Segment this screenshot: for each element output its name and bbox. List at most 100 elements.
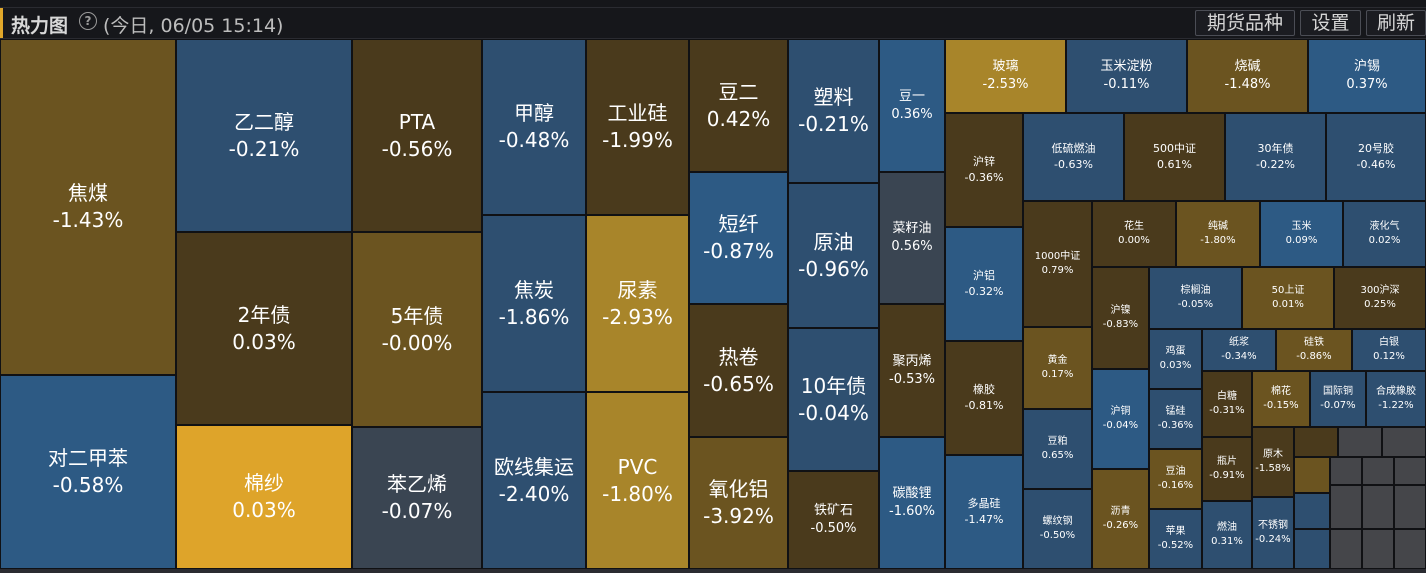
heatmap-tile[interactable]: 碳酸锂 -1.60% xyxy=(879,437,945,569)
tile-change-percent: 0.12% xyxy=(1373,351,1405,362)
unlabeled-heatmap-tile[interactable] xyxy=(1362,485,1394,529)
refresh-button[interactable]: 刷新 xyxy=(1366,10,1426,36)
unlabeled-heatmap-tile[interactable] xyxy=(1330,529,1362,569)
heatmap-tile[interactable]: 欧线集运 -2.40% xyxy=(482,392,586,569)
heatmap-tile[interactable]: 低硫燃油 -0.63% xyxy=(1023,113,1124,201)
tile-name: 对二甲苯 xyxy=(48,446,128,470)
heatmap-tile[interactable]: 玉米淀粉 -0.11% xyxy=(1066,39,1187,113)
heatmap-tile[interactable]: 原油 -0.96% xyxy=(788,183,879,328)
heatmap-tile[interactable]: 沪锌 -0.36% xyxy=(945,113,1023,227)
unlabeled-heatmap-tile[interactable] xyxy=(1330,457,1362,485)
tile-name: 黄金 xyxy=(1047,355,1068,366)
tile-change-percent: -0.16% xyxy=(1157,480,1194,491)
heatmap-tile[interactable]: 沪镍 -0.83% xyxy=(1092,267,1149,369)
unlabeled-heatmap-tile[interactable] xyxy=(1294,457,1330,493)
heatmap-tile[interactable]: 鸡蛋 0.03% xyxy=(1149,329,1202,389)
heatmap-tile[interactable]: PTA -0.56% xyxy=(352,39,482,232)
unlabeled-heatmap-tile[interactable] xyxy=(1294,427,1338,457)
heatmap-tile[interactable]: 氧化铝 -3.92% xyxy=(689,437,788,569)
heatmap-tile[interactable]: 500中证 0.61% xyxy=(1124,113,1225,201)
heatmap-tile[interactable]: 锰硅 -0.36% xyxy=(1149,389,1202,449)
unlabeled-heatmap-tile[interactable] xyxy=(1294,493,1330,529)
heatmap-tile[interactable]: 烧碱 -1.48% xyxy=(1187,39,1308,113)
heatmap-tile[interactable]: 豆二 0.42% xyxy=(689,39,788,172)
heatmap-tile[interactable]: 热卷 -0.65% xyxy=(689,304,788,437)
heatmap-tile[interactable]: 对二甲苯 -0.58% xyxy=(0,375,176,569)
tile-name: 花生 xyxy=(1124,221,1144,232)
heatmap-tile[interactable]: 沥青 -0.26% xyxy=(1092,469,1149,569)
heatmap-tile[interactable]: 多晶硅 -1.47% xyxy=(945,455,1023,569)
heatmap-tile[interactable]: 尿素 -2.93% xyxy=(586,215,689,392)
heatmap-tile[interactable]: 液化气 0.02% xyxy=(1343,201,1426,267)
tile-name: 燃油 xyxy=(1217,522,1237,533)
heatmap-tile[interactable]: 沪铜 -0.04% xyxy=(1092,369,1149,469)
heatmap-tile[interactable]: 工业硅 -1.99% xyxy=(586,39,689,215)
heatmap-tile[interactable]: 橡胶 -0.81% xyxy=(945,341,1023,455)
heatmap-tile[interactable]: 焦炭 -1.86% xyxy=(482,215,586,392)
futures-varieties-button[interactable]: 期货品种 xyxy=(1195,10,1295,36)
heatmap-tile[interactable]: 塑料 -0.21% xyxy=(788,39,879,183)
heatmap-tile[interactable]: 300沪深 0.25% xyxy=(1334,267,1426,329)
heatmap-tile[interactable]: 棉纱 0.03% xyxy=(176,425,352,569)
heatmap-tile[interactable]: 沪锡 0.37% xyxy=(1308,39,1426,113)
heatmap-tile[interactable]: 合成橡胶 -1.22% xyxy=(1366,371,1426,427)
tile-name: 纯碱 xyxy=(1208,221,1228,232)
heatmap-tile[interactable]: 焦煤 -1.43% xyxy=(0,39,176,375)
heatmap-tile[interactable]: 铁矿石 -0.50% xyxy=(788,471,879,569)
heatmap-tile[interactable]: 国际铜 -0.07% xyxy=(1310,371,1366,427)
tile-name: 菜籽油 xyxy=(892,221,932,236)
heatmap-tile[interactable]: 苹果 -0.52% xyxy=(1149,509,1202,569)
heatmap-tile[interactable]: 纯碱 -1.80% xyxy=(1176,201,1260,267)
heatmap-tile[interactable]: 玉米 0.09% xyxy=(1260,201,1343,267)
tile-change-percent: 0.61% xyxy=(1157,158,1192,171)
heatmap-tile[interactable]: 黄金 0.17% xyxy=(1023,327,1092,409)
heatmap-tile[interactable]: 豆一 0.36% xyxy=(879,39,945,172)
unlabeled-heatmap-tile[interactable] xyxy=(1362,529,1394,569)
heatmap-tile[interactable]: 豆粕 0.65% xyxy=(1023,409,1092,489)
settings-button[interactable]: 设置 xyxy=(1300,10,1361,36)
help-icon[interactable]: ? xyxy=(79,12,97,30)
heatmap-tile[interactable]: 瓶片 -0.91% xyxy=(1202,437,1252,501)
heatmap-tile[interactable]: 纸浆 -0.34% xyxy=(1202,329,1276,371)
heatmap-tile[interactable]: 燃油 0.31% xyxy=(1202,501,1252,569)
heatmap-tile[interactable]: 50上证 0.01% xyxy=(1242,267,1334,329)
heatmap-tile[interactable]: 聚丙烯 -0.53% xyxy=(879,304,945,437)
heatmap-tile[interactable]: 乙二醇 -0.21% xyxy=(176,39,352,232)
heatmap-tile[interactable]: 菜籽油 0.56% xyxy=(879,172,945,304)
heatmap-tile[interactable]: 不锈钢 -0.24% xyxy=(1252,497,1294,569)
unlabeled-heatmap-tile[interactable] xyxy=(1338,427,1382,457)
heatmap-tile[interactable]: 10年债 -0.04% xyxy=(788,328,879,471)
heatmap-tile[interactable]: 棉花 -0.15% xyxy=(1252,371,1310,427)
unlabeled-heatmap-tile[interactable] xyxy=(1394,457,1426,485)
heatmap-tile[interactable]: 硅铁 -0.86% xyxy=(1276,329,1352,371)
heatmap-tile[interactable]: 白糖 -0.31% xyxy=(1202,371,1252,437)
heatmap-tile[interactable]: 豆油 -0.16% xyxy=(1149,449,1202,509)
unlabeled-heatmap-tile[interactable] xyxy=(1382,427,1426,457)
heatmap-tile[interactable]: 甲醇 -0.48% xyxy=(482,39,586,215)
heatmap-tile[interactable]: 5年债 -0.00% xyxy=(352,232,482,427)
heatmap-tile[interactable]: 1000中证 0.79% xyxy=(1023,201,1092,327)
heatmap-tile[interactable]: 花生 0.00% xyxy=(1092,201,1176,267)
tile-name: 苯乙烯 xyxy=(387,472,447,496)
heatmap-tile[interactable]: 沪铝 -0.32% xyxy=(945,227,1023,341)
heatmap-tile[interactable]: 白银 0.12% xyxy=(1352,329,1426,371)
heatmap-tile[interactable]: 2年债 0.03% xyxy=(176,232,352,425)
window-top-strip xyxy=(0,0,1426,7)
heatmap-tile[interactable]: 短纤 -0.87% xyxy=(689,172,788,304)
tile-change-percent: -0.07% xyxy=(1320,400,1356,411)
heatmap-tile[interactable]: PVC -1.80% xyxy=(586,392,689,569)
heatmap-tile[interactable]: 30年债 -0.22% xyxy=(1225,113,1326,201)
heatmap-tile[interactable]: 原木 -1.58% xyxy=(1252,427,1294,497)
unlabeled-heatmap-tile[interactable] xyxy=(1330,485,1362,529)
unlabeled-heatmap-tile[interactable] xyxy=(1294,529,1330,569)
heatmap-tile[interactable]: 玻璃 -2.53% xyxy=(945,39,1066,113)
tile-name: 橡胶 xyxy=(973,383,995,396)
heatmap-tile[interactable]: 20号胶 -0.46% xyxy=(1326,113,1426,201)
unlabeled-heatmap-tile[interactable] xyxy=(1394,529,1426,569)
unlabeled-heatmap-tile[interactable] xyxy=(1394,485,1426,529)
heatmap-tile[interactable]: 苯乙烯 -0.07% xyxy=(352,427,482,569)
unlabeled-heatmap-tile[interactable] xyxy=(1362,457,1394,485)
heatmap-tile[interactable]: 棕榈油 -0.05% xyxy=(1149,267,1242,329)
heatmap-tile[interactable]: 螺纹钢 -0.50% xyxy=(1023,489,1092,569)
tile-name: 铁矿石 xyxy=(813,503,853,518)
